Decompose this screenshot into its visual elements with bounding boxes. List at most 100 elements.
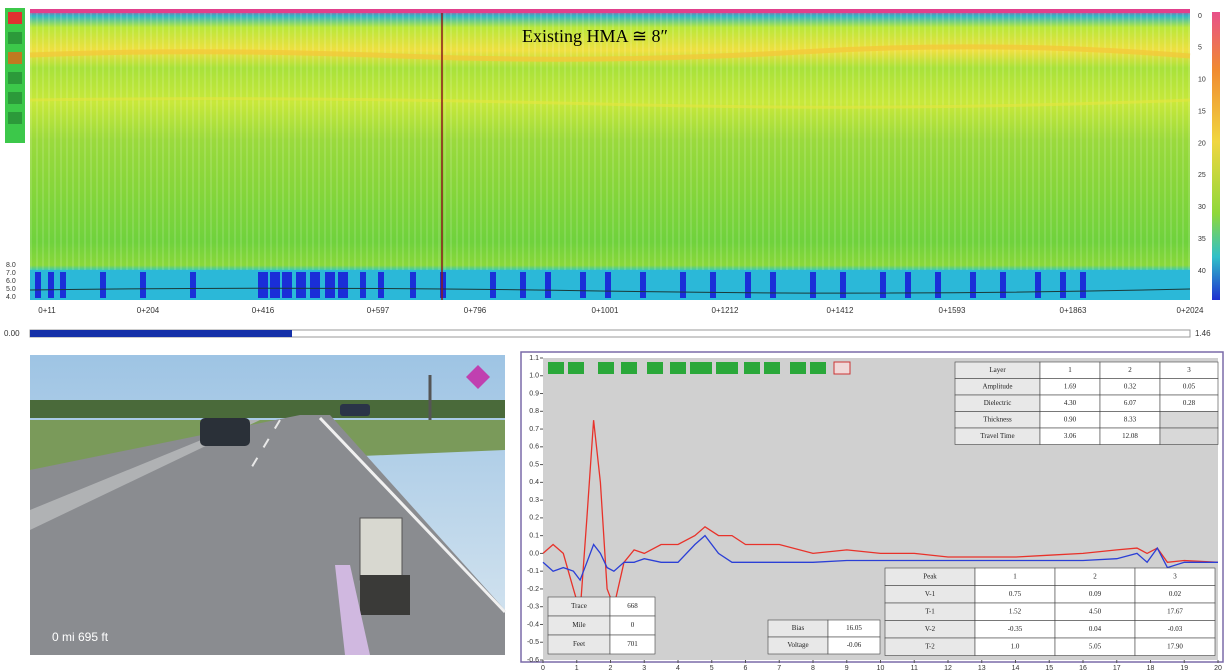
annotation: Existing HMA ≅ 8″ <box>522 26 668 46</box>
scan-mark <box>1060 272 1066 298</box>
car <box>200 418 250 446</box>
station-label: 0+597 <box>367 306 390 315</box>
tool-button[interactable] <box>810 362 826 374</box>
x-tick-label: 8 <box>811 665 815 672</box>
station-label: 0+1863 <box>1060 306 1087 315</box>
x-tick-label: 20 <box>1214 665 1222 672</box>
station-label: 0+416 <box>252 306 275 315</box>
tool-button[interactable] <box>8 52 22 64</box>
scan-mark <box>296 272 306 298</box>
y-tick-label: -0.5 <box>527 639 539 646</box>
layer-toolbar <box>5 8 25 143</box>
y-tick-label: 0.5 <box>529 461 539 468</box>
table-text: 1.69 <box>1064 382 1077 390</box>
table-text: 4.30 <box>1064 399 1077 407</box>
y-tick-label: 0.6 <box>529 444 539 451</box>
tool-button[interactable] <box>790 362 806 374</box>
table-text: Amplitude <box>983 382 1013 390</box>
table-text: Layer <box>989 366 1006 374</box>
table-cell <box>1134 637 1216 656</box>
y-tick-label: -0.4 <box>527 621 539 628</box>
table-text: 3 <box>1173 572 1177 580</box>
photo-caption: 0 mi 695 ft <box>52 630 109 644</box>
table-text: 17.67 <box>1167 607 1183 615</box>
scale-label: 7.0 <box>6 270 16 277</box>
scan-mark <box>810 272 816 298</box>
x-tick-label: 13 <box>978 665 986 672</box>
waveform-line <box>542 534 1218 582</box>
tool-button[interactable] <box>8 92 22 104</box>
table-text: 0.75 <box>1009 590 1022 598</box>
layer-reflection <box>29 97 1191 109</box>
table-text: 0 <box>631 621 635 629</box>
table-text: T-2 <box>925 642 935 650</box>
y-tick-label: 0.0 <box>529 550 539 557</box>
table-text: V-2 <box>925 625 936 633</box>
zoom-out[interactable] <box>716 362 738 374</box>
progress-end: 1.46 <box>1195 329 1211 338</box>
table-text: -0.03 <box>1168 625 1183 633</box>
print-button[interactable] <box>833 361 851 375</box>
table-text: 1.52 <box>1009 607 1022 615</box>
scan-mark <box>490 272 496 298</box>
scan-mark <box>60 272 66 298</box>
zoom-in[interactable] <box>690 362 712 374</box>
layer-reflection <box>29 44 1191 62</box>
scan-mark <box>935 272 941 298</box>
table-text: -0.35 <box>1008 625 1023 633</box>
scan-mark <box>680 272 686 298</box>
y-tick-label: -0.6 <box>527 657 539 664</box>
tool-button[interactable] <box>8 32 22 44</box>
waveform-chart: -0.6 -0.5 -0.4 -0.3 -0.2 -0.1 0.0 0.1 0.2 0.3 0.4 0… <box>527 355 1222 672</box>
tool-button[interactable] <box>8 12 22 24</box>
scan-mark <box>770 272 776 298</box>
table-text: 0.04 <box>1089 625 1102 633</box>
table-text: 0.90 <box>1064 415 1077 423</box>
table-text: 0.32 <box>1124 382 1137 390</box>
tool-button[interactable] <box>548 362 564 374</box>
scan-mark <box>1035 272 1041 298</box>
scan-trace <box>29 287 1191 294</box>
scan-mark <box>258 272 268 298</box>
tool-button[interactable] <box>568 362 584 374</box>
table-text: Peak <box>923 572 937 580</box>
tool-button[interactable] <box>647 362 663 374</box>
tool-button[interactable] <box>598 362 614 374</box>
scan-mark <box>100 272 106 298</box>
y-tick-label: 0.9 <box>529 390 539 397</box>
table-text: 668 <box>627 602 638 610</box>
tool-button[interactable] <box>8 112 22 124</box>
depth-label: 20 <box>1198 140 1206 147</box>
table-text: Mile <box>572 621 585 629</box>
tree-line <box>30 400 505 418</box>
y-tick-label: 1.0 <box>529 373 539 380</box>
progress-fill <box>30 330 292 337</box>
color-bar <box>1212 12 1220 300</box>
waveform-panel: -0.6 -0.5 -0.4 -0.3 -0.2 -0.1 0.0 0.1 0.2 0.3 0.4 0… <box>520 351 1224 672</box>
scan-mark <box>440 272 446 298</box>
tool-button[interactable] <box>744 362 760 374</box>
progress-start: 0.00 <box>4 329 20 338</box>
tool-button[interactable] <box>764 362 780 374</box>
x-tick-label: 12 <box>944 665 952 672</box>
depth-label: 5 <box>1198 45 1202 52</box>
table-text: 16.05 <box>846 624 862 632</box>
depth-label: 10 <box>1198 77 1206 84</box>
depth-label: 35 <box>1198 236 1206 243</box>
depth-label: 25 <box>1198 172 1206 179</box>
shoulder <box>30 420 260 530</box>
y-tick-label: 0.1 <box>529 532 539 539</box>
depth-label: 40 <box>1198 268 1206 275</box>
table-text: T-1 <box>925 607 935 615</box>
tool-button[interactable] <box>8 72 22 84</box>
scan-mark <box>35 272 41 298</box>
scan-mark <box>745 272 751 298</box>
table-text: 1.0 <box>1011 642 1020 650</box>
tool-button[interactable] <box>621 362 637 374</box>
scan-mark <box>360 272 366 298</box>
table-text: 3 <box>1187 366 1191 374</box>
table-text: 5.05 <box>1089 642 1102 650</box>
boom <box>335 565 370 655</box>
tool-button[interactable] <box>670 362 686 374</box>
